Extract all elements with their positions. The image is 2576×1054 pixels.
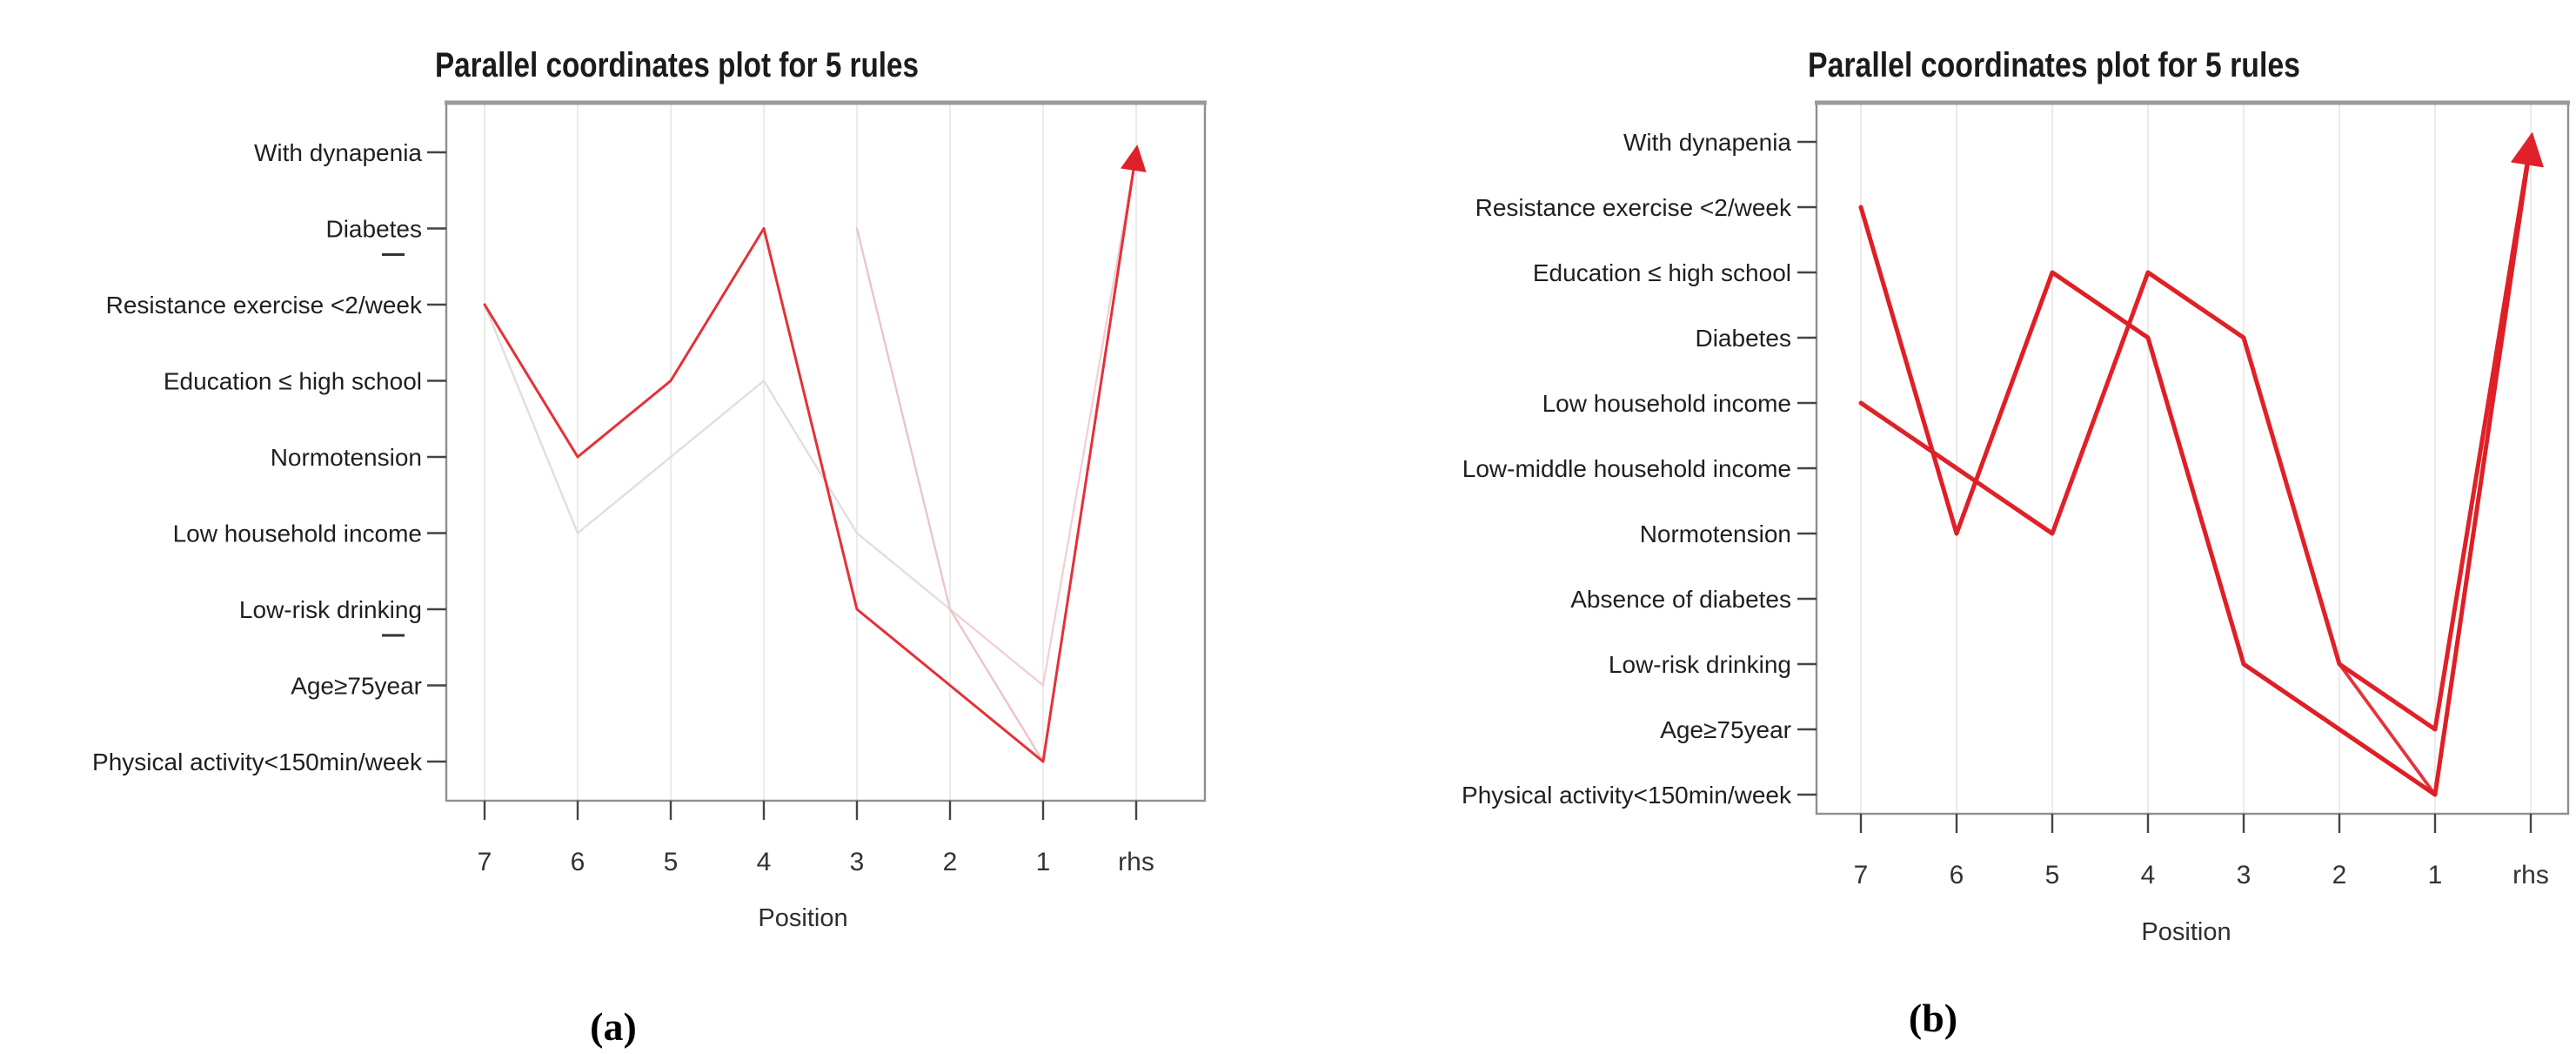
chart-title-a: Parallel coordinates plot for 5 rules bbox=[435, 46, 919, 84]
rule-a-red1-line bbox=[483, 144, 1147, 763]
axis-item-label: With dynapenia bbox=[1623, 129, 1791, 156]
axis-item-label: Education ≤ high school bbox=[164, 368, 422, 395]
caption-a: (a) bbox=[590, 1004, 637, 1049]
axis-item-label: With dynapenia bbox=[254, 139, 422, 166]
x-tick-label: 6 bbox=[571, 848, 585, 876]
axis-item-label: Education ≤ high school bbox=[1533, 259, 1791, 286]
x-axis-title-a: Position bbox=[758, 904, 847, 932]
axis-item-label: Age≥75year bbox=[291, 673, 422, 700]
plot-box bbox=[1815, 101, 2570, 816]
axis-item-label: Low household income bbox=[173, 520, 422, 547]
rule-b-2-line bbox=[1858, 131, 2544, 732]
x-tick-label: 3 bbox=[2237, 861, 2251, 890]
panel-a: With dynapenia Diabetes Resistance exercis… bbox=[92, 46, 1207, 1049]
rule-b-3-line bbox=[1859, 140, 2533, 796]
axis-item-label: Physical activity<150min/week bbox=[92, 749, 423, 775]
axis-item-label: Normotension bbox=[1640, 520, 1791, 547]
x-tick-label: 3 bbox=[850, 848, 865, 876]
axis-item-label: Diabetes bbox=[1695, 325, 1791, 352]
x-tick-label: rhs bbox=[1118, 848, 1154, 876]
x-tick-label: 6 bbox=[1950, 861, 1964, 890]
plot-area-a: With dynapenia Diabetes Resistance exercis… bbox=[92, 100, 1207, 876]
x-tick-label: 2 bbox=[943, 848, 958, 876]
axis-item-label: Diabetes bbox=[325, 216, 422, 243]
rule-a-gray-line bbox=[483, 151, 1138, 763]
plot-area-b: With dynapenia Resistance exercise <2/wee… bbox=[1462, 100, 2570, 890]
x-axis-title-b: Position bbox=[2141, 918, 2231, 946]
x-tick-label: 7 bbox=[478, 848, 492, 876]
axis-item-label: Resistance exercise <2/week bbox=[106, 292, 423, 319]
rule-b-1-line bbox=[1858, 131, 2544, 797]
panel-b: With dynapenia Resistance exercise <2/wee… bbox=[1288, 0, 2576, 1054]
rule-a-pink2-line bbox=[855, 151, 1138, 763]
axis-item-label: Low-risk drinking bbox=[239, 596, 422, 623]
axis-item-label: Low-risk drinking bbox=[1609, 651, 1791, 678]
axis-item-label: Low household income bbox=[1542, 390, 1791, 417]
x-tick-label: 1 bbox=[2428, 861, 2443, 890]
chart-title-b: Parallel coordinates plot for 5 rules bbox=[1808, 46, 2300, 84]
parallel-plot-a: With dynapenia Diabetes Resistance exercis… bbox=[92, 46, 1207, 1049]
x-tick-label: 1 bbox=[1036, 848, 1051, 876]
axis-item-label: Normotension bbox=[271, 444, 422, 471]
x-tick-label: 5 bbox=[664, 848, 679, 876]
x-tick-label: 4 bbox=[2141, 861, 2156, 890]
x-tick-label: 2 bbox=[2332, 861, 2347, 890]
axis-item-label: Age≥75year bbox=[1660, 716, 1791, 743]
x-tick-label: 7 bbox=[1854, 861, 1869, 890]
axis-item-label: Low-middle household income bbox=[1462, 455, 1791, 482]
x-tick-label: rhs bbox=[2512, 861, 2549, 890]
rule-b-dup2-line bbox=[1859, 140, 2533, 731]
axis-item-label: Absence of diabetes bbox=[1570, 586, 1791, 613]
axis-item-label: Physical activity<150min/week bbox=[1462, 782, 1792, 809]
caption-b: (b) bbox=[1909, 996, 1957, 1040]
parallel-plot-b: With dynapenia Resistance exercise <2/wee… bbox=[1462, 46, 2570, 1040]
x-tick-label: 5 bbox=[2045, 861, 2060, 890]
axis-item-label: Resistance exercise <2/week bbox=[1475, 194, 1792, 221]
x-tick-label: 4 bbox=[757, 848, 772, 876]
rule-b-dup1-line bbox=[1859, 140, 2533, 796]
